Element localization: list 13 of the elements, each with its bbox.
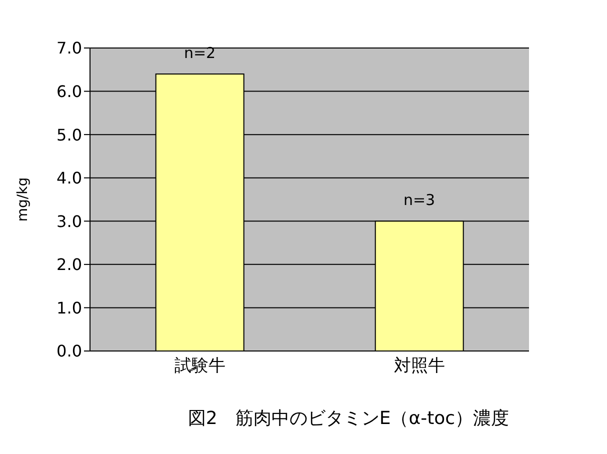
y-tick-label: 6.0 <box>56 82 82 101</box>
y-tick-label: 4.0 <box>56 168 82 188</box>
y-tick-label: 5.0 <box>56 125 82 144</box>
y-tick-label: 0.0 <box>56 342 82 361</box>
x-tick-label: 試験牛 <box>174 356 226 376</box>
y-axis-title: mg/kg <box>14 177 31 222</box>
y-tick-label: 7.0 <box>56 38 82 58</box>
annotation: n=3 <box>403 191 436 210</box>
x-tick-label: 対照牛 <box>394 356 445 376</box>
text: 図2 筋肉中のビタミンE（α-toc）濃度 <box>186 407 510 430</box>
y-tick-label: 3.0 <box>56 212 82 231</box>
y-tick-label: 1.0 <box>56 298 82 318</box>
y-tick-label: 2.0 <box>56 255 82 274</box>
